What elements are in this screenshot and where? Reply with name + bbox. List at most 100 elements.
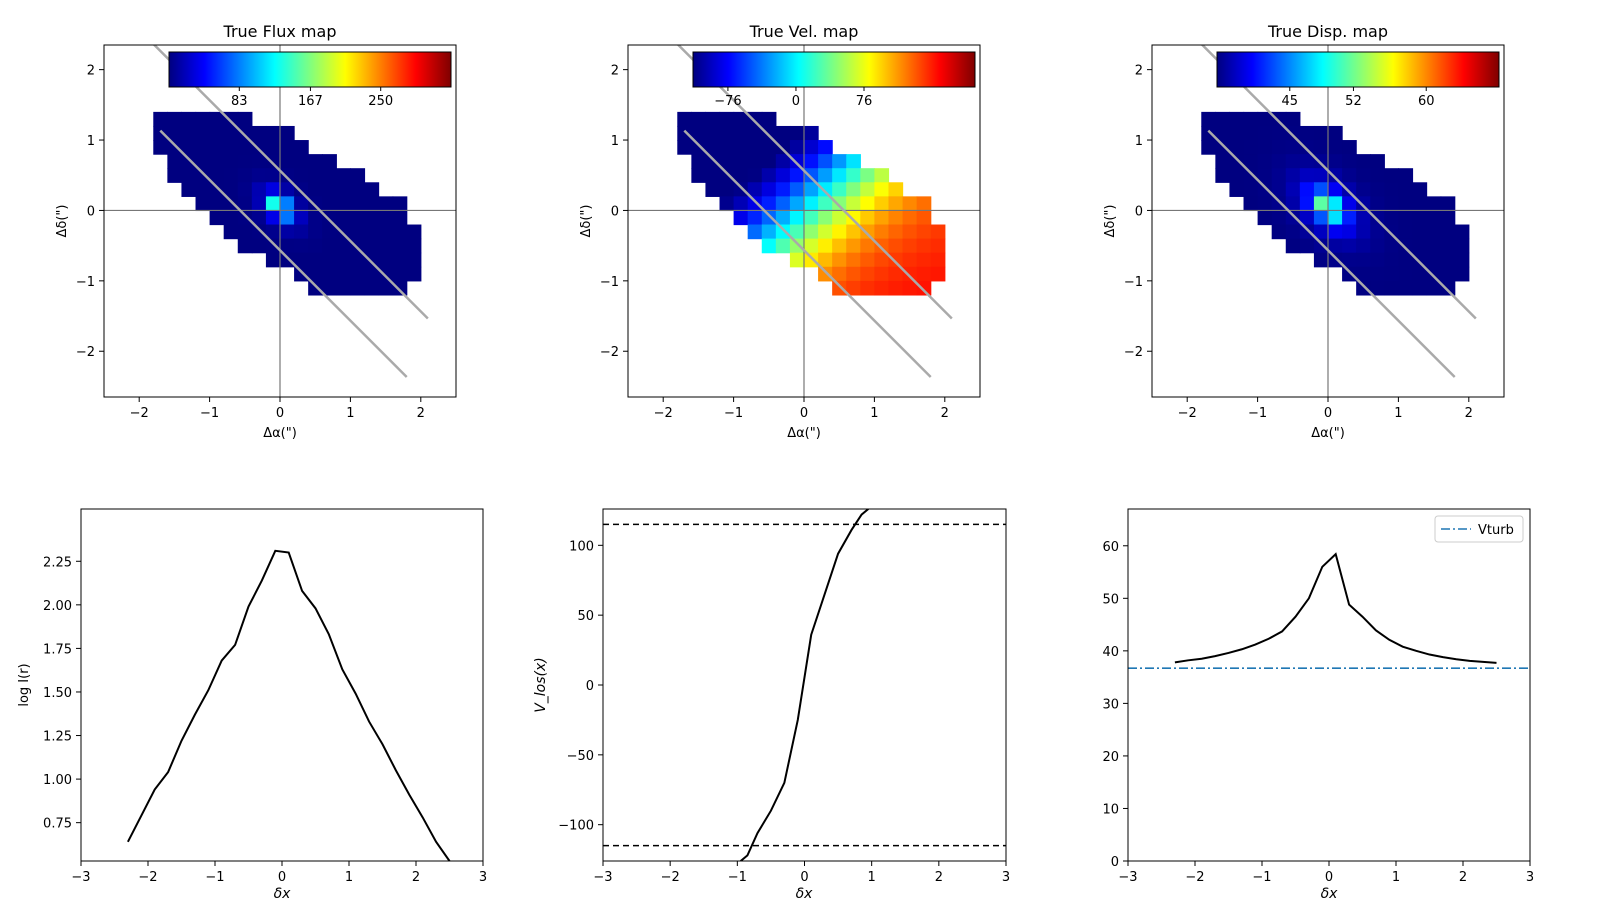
map-pixel xyxy=(1285,154,1301,169)
map-pixel xyxy=(1243,182,1259,197)
map-pixel xyxy=(902,280,918,296)
map-pixel xyxy=(719,125,735,141)
map-pixel xyxy=(181,168,197,183)
map-pixel xyxy=(804,140,819,155)
map-pixel xyxy=(832,210,847,226)
map-pixel xyxy=(195,196,211,212)
map-pixel xyxy=(733,154,749,169)
map-pixel xyxy=(1370,168,1385,183)
dispersion-map-x-label: Δα(") xyxy=(1311,426,1345,441)
map-pixel xyxy=(719,111,735,127)
map-pixel xyxy=(818,140,833,155)
map-pixel xyxy=(308,224,323,240)
map-pixel xyxy=(860,266,875,282)
map-pixel xyxy=(167,168,183,183)
map-pixel xyxy=(705,182,721,197)
map-pixel xyxy=(209,140,225,155)
map-pixel xyxy=(1313,125,1329,141)
map-pixel xyxy=(1426,238,1442,254)
map-pixel xyxy=(223,224,239,240)
map-pixel xyxy=(733,140,749,155)
map-pixel xyxy=(294,266,309,282)
dispersion-map-title: True Disp. map xyxy=(1267,22,1388,41)
map-pixel xyxy=(406,252,422,268)
map-pixel xyxy=(874,266,890,282)
map-pixel xyxy=(1257,125,1273,141)
map-pixel xyxy=(1243,154,1259,169)
flux-map-y-label: Δδ(") xyxy=(55,205,70,238)
y-tick-label: 2 xyxy=(611,64,619,79)
map-pixel xyxy=(804,238,819,254)
map-pixel xyxy=(1398,280,1414,296)
map-pixel xyxy=(1356,266,1371,282)
map-pixel xyxy=(350,210,366,226)
map-pixel xyxy=(789,168,805,183)
map-pixel xyxy=(832,266,847,282)
map-pixel xyxy=(1426,280,1442,296)
map-pixel xyxy=(378,238,394,254)
map-pixel xyxy=(378,266,394,282)
colorbar-tick-label: 0 xyxy=(792,94,800,109)
map-pixel xyxy=(1440,252,1456,268)
map-pixel xyxy=(350,224,366,240)
map-pixel xyxy=(832,280,847,296)
map-pixel xyxy=(832,196,847,212)
map-pixel xyxy=(280,224,295,240)
map-pixel xyxy=(818,182,833,197)
map-pixel xyxy=(1243,111,1259,127)
y-tick-label: 60 xyxy=(1102,540,1119,555)
map-pixel xyxy=(1440,266,1456,282)
y-tick-label: 0 xyxy=(87,204,95,219)
map-pixel xyxy=(1384,182,1399,197)
map-pixel xyxy=(392,210,408,226)
map-pixel xyxy=(1342,154,1357,169)
map-pixel xyxy=(691,168,707,183)
x-tick-label: 2 xyxy=(1459,870,1467,885)
map-pixel xyxy=(1356,224,1371,240)
map-pixel xyxy=(406,266,422,282)
map-pixel xyxy=(181,182,197,197)
map-pixel xyxy=(237,210,253,226)
map-pixel xyxy=(251,182,267,197)
map-pixel xyxy=(378,210,394,226)
map-pixel xyxy=(1370,182,1385,197)
map-pixel xyxy=(1271,154,1287,169)
y-tick-label: 0 xyxy=(1135,204,1143,219)
map-pixel xyxy=(209,154,225,169)
x-tick-label: 0 xyxy=(800,870,808,885)
map-pixel xyxy=(761,182,777,197)
map-pixel xyxy=(1370,252,1385,268)
dispersion-profile-plot-area xyxy=(1128,552,1530,669)
map-pixel xyxy=(237,238,253,254)
map-pixel xyxy=(280,168,295,183)
map-pixel xyxy=(789,125,805,141)
map-pixel xyxy=(1342,140,1357,155)
map-pixel xyxy=(719,140,735,155)
map-pixel xyxy=(392,266,408,282)
map-pixel xyxy=(804,154,819,169)
map-pixel xyxy=(804,182,819,197)
map-pixel xyxy=(1384,266,1399,282)
map-pixel xyxy=(1398,210,1414,226)
map-pixel xyxy=(153,111,168,127)
map-pixel xyxy=(1454,224,1470,240)
colorbar-tick-label: 60 xyxy=(1418,94,1435,109)
map-pixel xyxy=(733,125,749,141)
y-tick-label: −2 xyxy=(76,345,95,360)
map-pixel xyxy=(322,210,337,226)
velocity-colorbar-ticks: −76 0 76 xyxy=(714,87,872,109)
map-pixel xyxy=(846,280,861,296)
map-pixel xyxy=(1285,168,1301,183)
map-pixel xyxy=(1426,196,1442,212)
map-pixel xyxy=(1328,196,1343,212)
map-pixel xyxy=(902,238,918,254)
map-pixel xyxy=(747,224,763,240)
map-pixel xyxy=(916,224,932,240)
dispersion-profile-y-ticks: 0 10 20 30 40 50 60 xyxy=(1102,540,1128,870)
map-pixel xyxy=(280,125,295,141)
map-pixel xyxy=(237,140,253,155)
map-pixel xyxy=(209,168,225,183)
map-pixel xyxy=(1243,140,1259,155)
map-pixel xyxy=(789,224,805,240)
map-pixel xyxy=(336,224,351,240)
